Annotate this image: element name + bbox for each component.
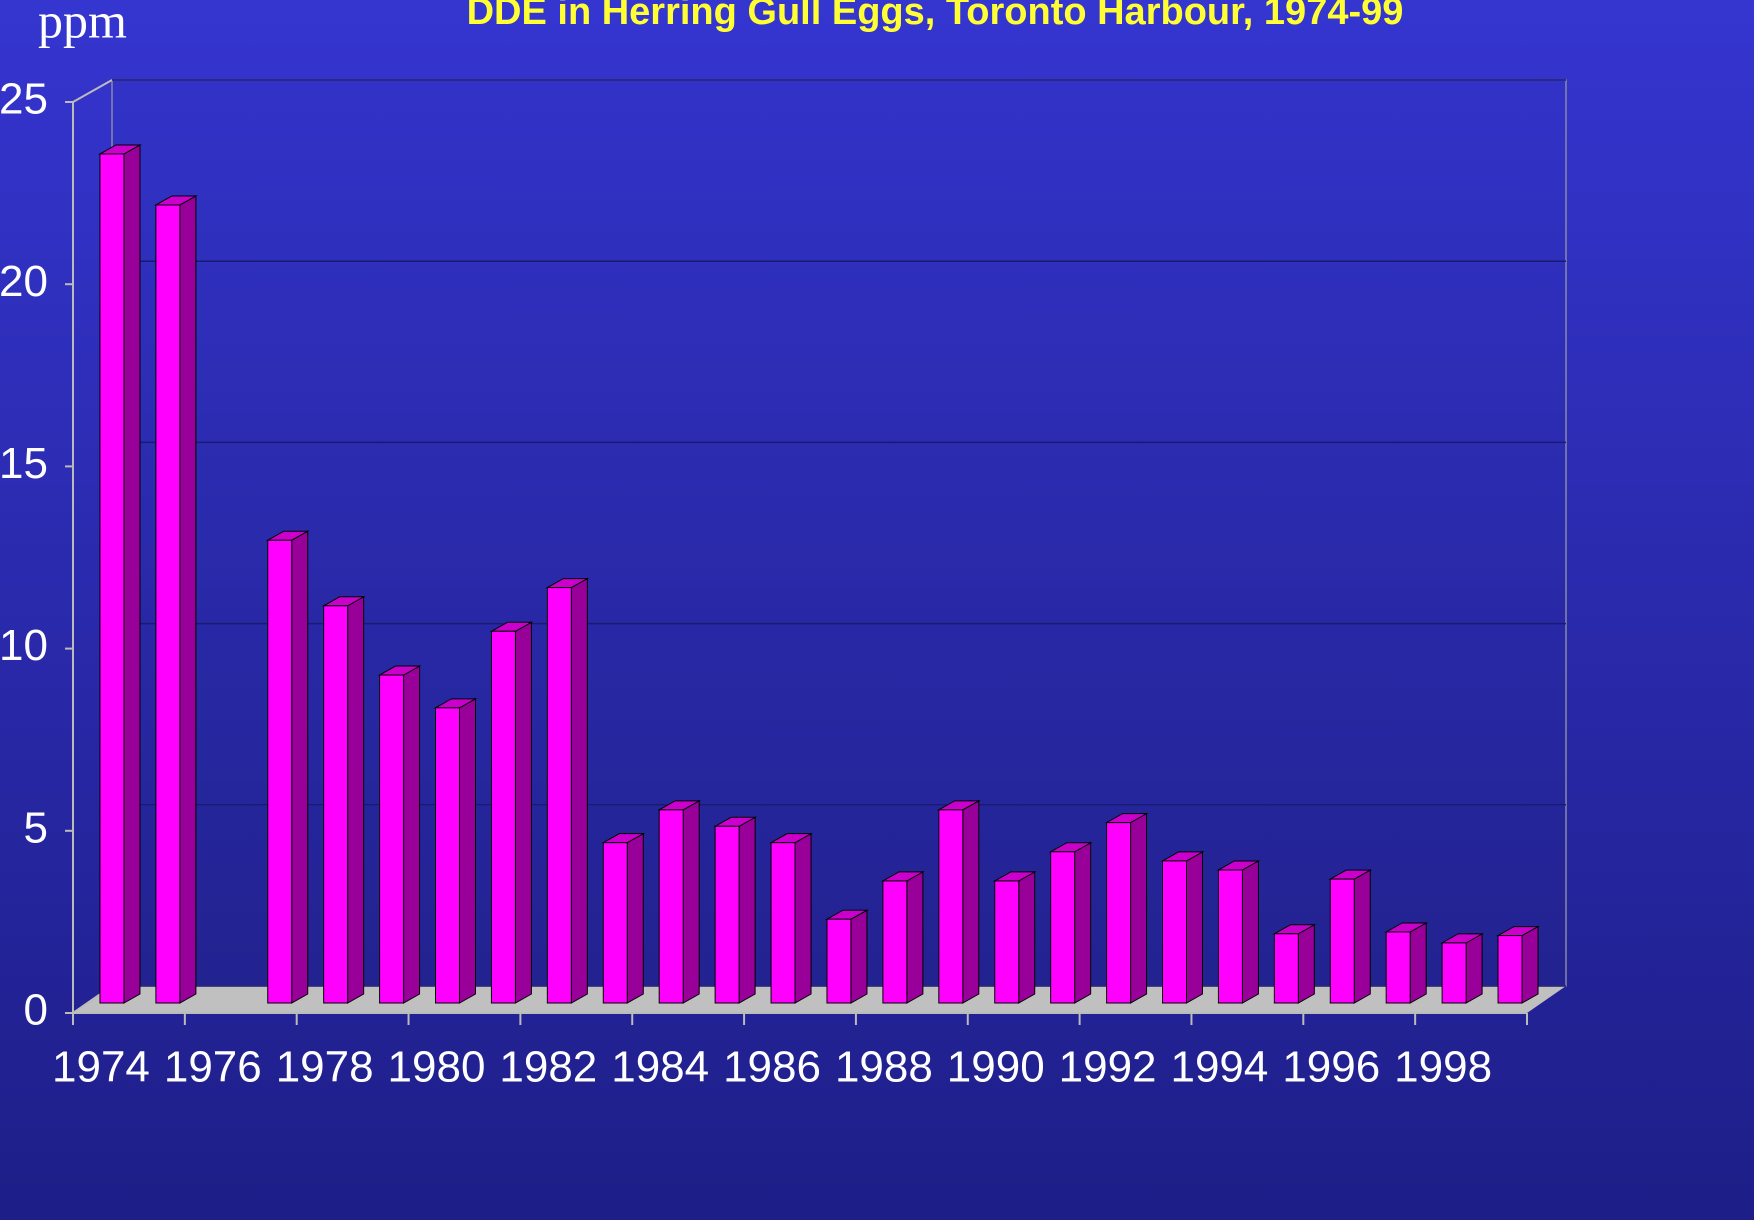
bar [882, 880, 908, 1004]
x-tick-label: 1998 [1394, 1043, 1492, 1092]
bar [1162, 860, 1187, 1004]
y-axis-label: ppm [38, 0, 127, 48]
bar [379, 674, 405, 1004]
bar [323, 605, 349, 1004]
y-tick-label: 20 [0, 257, 48, 306]
bar [826, 918, 852, 1004]
bar [1217, 869, 1243, 1004]
bar-side [738, 816, 756, 1004]
bar [1050, 851, 1076, 1004]
bar-side [850, 909, 868, 1004]
bar [714, 825, 740, 1004]
bar [602, 842, 628, 1004]
bar-side [291, 530, 309, 1004]
bar [1441, 942, 1467, 1004]
bar-side [1409, 922, 1427, 1004]
bar [267, 539, 293, 1004]
bar [99, 153, 125, 1004]
bar-side [962, 800, 980, 1004]
x-tick-label: 1988 [835, 1043, 933, 1092]
bar-side [1521, 925, 1539, 1004]
bar [658, 809, 684, 1004]
bar [1497, 935, 1523, 1004]
bar-side [123, 144, 141, 1004]
x-tick-label: 1984 [611, 1043, 709, 1092]
bar [155, 204, 181, 1004]
bar-side [626, 832, 644, 1004]
bar-side [1297, 923, 1315, 1004]
x-tick-label: 1980 [388, 1043, 486, 1092]
bar-side [347, 595, 365, 1004]
bar [994, 880, 1020, 1004]
x-tick-label: 1996 [1282, 1043, 1380, 1092]
x-tick-label: 1976 [164, 1043, 262, 1092]
bar [435, 707, 460, 1004]
bar-side [1241, 860, 1259, 1004]
bar-side [1018, 871, 1036, 1004]
bar-side [1353, 869, 1371, 1004]
bar [938, 809, 964, 1004]
wall-edge [72, 79, 113, 103]
x-tick-label: 1992 [1059, 1043, 1157, 1092]
bar-side [1074, 841, 1092, 1004]
bar-side [403, 665, 421, 1004]
x-tick-label: 1990 [947, 1043, 1045, 1092]
bar-side [794, 832, 812, 1004]
y-tick-label: 15 [0, 439, 48, 488]
bar-side [1186, 851, 1203, 1004]
bar-side [570, 577, 588, 1004]
y-tick-label: 25 [0, 75, 48, 124]
bar-side [179, 195, 197, 1004]
bar-side [1465, 933, 1483, 1004]
chart-title: DDE in Herring Gull Eggs, Toronto Harbou… [467, 0, 1404, 33]
bar-side [906, 871, 924, 1004]
bar [1106, 822, 1132, 1004]
bar-side [459, 697, 476, 1004]
bar [1385, 931, 1411, 1004]
bar-side [1130, 812, 1148, 1004]
bar-side [682, 800, 700, 1004]
bar [1273, 933, 1299, 1004]
y-tick-label: 5 [24, 803, 48, 852]
bar-side [514, 621, 532, 1004]
bar [490, 630, 516, 1004]
x-tick-label: 1978 [276, 1043, 374, 1092]
x-tick-label: 1994 [1170, 1043, 1268, 1092]
y-tick-label: 10 [0, 621, 48, 670]
y-tick-label: 0 [24, 986, 48, 1035]
bar [770, 842, 796, 1004]
x-tick-label: 1986 [723, 1043, 821, 1092]
x-tick-label: 1974 [52, 1043, 150, 1092]
x-tick-label: 1982 [499, 1043, 597, 1092]
bar [546, 587, 572, 1004]
bar [1329, 878, 1355, 1004]
